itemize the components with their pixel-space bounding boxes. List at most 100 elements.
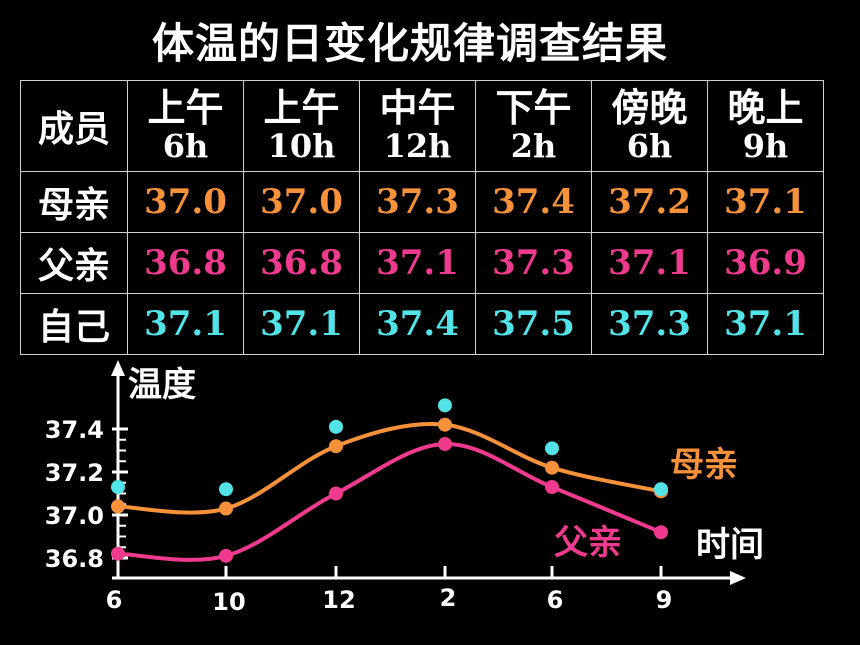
temperature-value: 37.1 — [260, 304, 343, 344]
value-cell: 37.3 — [591, 293, 708, 355]
temperature-value: 37.3 — [608, 304, 691, 344]
temperature-value: 37.0 — [144, 182, 227, 222]
data-point — [654, 482, 668, 497]
temperature-value: 37.3 — [376, 182, 459, 222]
series-father — [111, 437, 668, 563]
temperature-value: 37.1 — [144, 304, 227, 344]
x-tick-label: 12 — [322, 586, 355, 614]
temperature-value: 37.2 — [608, 182, 691, 222]
temperature-value: 37.5 — [492, 304, 575, 344]
data-point — [438, 398, 452, 413]
column-header-hour: 2h — [510, 127, 557, 165]
series-label-father: 父亲 — [554, 523, 622, 563]
temperature-value: 36.9 — [724, 243, 807, 283]
x-axis-arrow — [730, 571, 746, 585]
value-cell: 37.3 — [475, 232, 592, 294]
member-label-self: 自己 — [37, 307, 110, 348]
column-header-hour: 6h — [626, 127, 673, 165]
table-row-mother: 母亲 37.0 37.0 37.3 37.4 37.2 37.1 — [20, 171, 824, 233]
data-point — [219, 482, 233, 497]
value-cell: 37.1 — [243, 293, 360, 355]
series-line — [117, 422, 662, 515]
table-row-self: 自己 37.1 37.1 37.4 37.5 37.3 37.1 — [20, 293, 824, 355]
x-tick-label: 6 — [106, 586, 123, 614]
column-header-period: 下午 — [495, 86, 572, 130]
data-point — [329, 419, 343, 434]
y-tick-label: 37.2 — [45, 459, 104, 487]
column-header-hour: 10h — [267, 127, 336, 165]
column-header: 上午 10h — [243, 80, 360, 172]
data-point — [438, 417, 452, 432]
data-point — [545, 480, 559, 495]
data-point — [219, 548, 233, 563]
member-label-mother: 母亲 — [37, 185, 110, 226]
series-label-mother: 母亲 — [670, 445, 738, 485]
data-point — [654, 525, 668, 540]
temperature-value: 37.1 — [608, 243, 691, 283]
y-axis-label: 温度 — [128, 365, 196, 405]
value-cell: 37.4 — [475, 171, 592, 233]
table-header-row: 成员 上午 6h 上午 10h 中午 12h 下午 2h 傍晚 6h 晚上 9h — [20, 80, 824, 172]
axis-ticks: 36.8 37.0 37.2 37.4 6 10 12 2 6 9 — [45, 416, 673, 616]
column-header: 傍晚 6h — [591, 80, 708, 172]
value-cell: 36.8 — [243, 232, 360, 294]
data-point — [111, 546, 125, 561]
y-tick-label: 37.4 — [45, 416, 104, 444]
member-label-father: 父亲 — [37, 246, 110, 287]
series-self — [111, 398, 668, 497]
x-tick-label: 10 — [212, 588, 245, 616]
column-header-hour: 12h — [383, 127, 452, 165]
y-axis-arrow — [111, 360, 125, 376]
corner-label: 成员 — [37, 109, 110, 150]
temperature-value: 37.1 — [376, 243, 459, 283]
value-cell: 37.0 — [127, 171, 244, 233]
series-line — [117, 442, 662, 562]
column-header-period: 上午 — [147, 86, 224, 130]
temperature-value: 36.8 — [260, 243, 343, 283]
value-cell: 37.1 — [359, 232, 476, 294]
data-point — [219, 501, 233, 516]
column-header-period: 中午 — [379, 86, 456, 130]
column-header-period: 傍晚 — [611, 86, 688, 130]
data-point — [545, 460, 559, 475]
y-tick-label: 36.8 — [45, 545, 104, 573]
data-point — [329, 486, 343, 501]
temperature-value: 37.0 — [260, 182, 343, 222]
x-tick-label: 6 — [547, 586, 564, 614]
temperature-value: 37.1 — [724, 182, 807, 222]
column-header-period: 上午 — [263, 86, 340, 130]
value-cell: 37.1 — [707, 293, 824, 355]
value-cell: 37.1 — [127, 293, 244, 355]
member-cell: 母亲 — [20, 171, 128, 233]
page-title: 体温的日变化规律调查结果 — [151, 19, 668, 68]
x-tick-label: 9 — [656, 586, 673, 614]
temperature-value: 37.4 — [492, 182, 575, 222]
column-header-hour: 6h — [162, 127, 209, 165]
data-point — [329, 439, 343, 454]
y-tick-label: 37.0 — [45, 502, 104, 530]
temperature-value: 36.8 — [144, 243, 227, 283]
member-cell: 父亲 — [20, 232, 128, 294]
value-cell: 37.1 — [707, 171, 824, 233]
data-point — [111, 499, 125, 514]
column-header-period: 晚上 — [727, 86, 804, 130]
temperature-value: 37.4 — [376, 304, 459, 344]
chart-series — [111, 398, 668, 563]
temperature-value: 37.3 — [492, 243, 575, 283]
data-point — [545, 441, 559, 456]
column-header: 中午 12h — [359, 80, 476, 172]
temperature-value: 37.1 — [724, 304, 807, 344]
value-cell: 37.2 — [591, 171, 708, 233]
column-header: 下午 2h — [475, 80, 592, 172]
temperature-table: 成员 上午 6h 上午 10h 中午 12h 下午 2h 傍晚 6h 晚上 9h 母亲 37… — [20, 80, 824, 355]
column-header: 晚上 9h — [707, 80, 824, 172]
value-cell: 37.1 — [591, 232, 708, 294]
data-point — [438, 437, 452, 452]
x-tick-label: 2 — [440, 584, 457, 612]
x-axis-label: 时间 — [696, 525, 764, 565]
data-point — [111, 480, 125, 495]
table-corner-cell: 成员 — [20, 80, 128, 172]
table-row-father: 父亲 36.8 36.8 37.1 37.3 37.1 36.9 — [20, 232, 824, 294]
value-cell: 36.9 — [707, 232, 824, 294]
